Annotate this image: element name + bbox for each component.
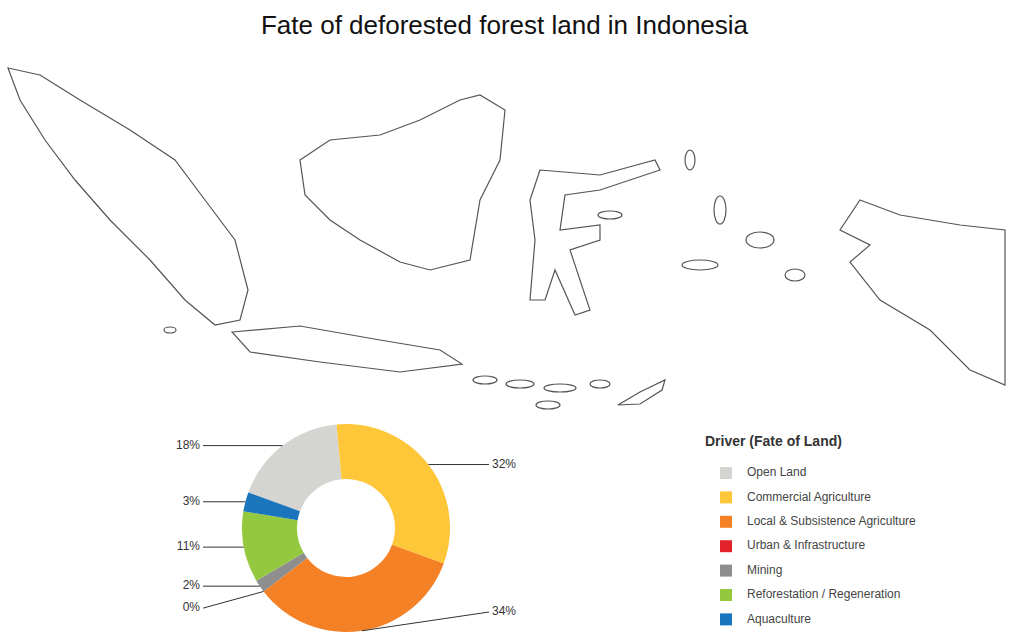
svg-text:0%: 0%: [183, 600, 201, 614]
svg-text:Aquaculture: Aquaculture: [747, 612, 811, 626]
svg-text:Open Land: Open Land: [747, 465, 806, 479]
svg-text:18%: 18%: [176, 438, 200, 452]
svg-text:Reforestation / Regeneration: Reforestation / Regeneration: [747, 587, 900, 601]
svg-text:Driver (Fate of Land): Driver (Fate of Land): [705, 433, 842, 449]
svg-text:3%: 3%: [183, 494, 201, 508]
svg-text:2%: 2%: [183, 578, 201, 592]
svg-text:Mining: Mining: [747, 563, 782, 577]
svg-text:Fate of deforested forest land: Fate of deforested forest land in Indone…: [261, 10, 749, 40]
svg-text:34%: 34%: [492, 604, 516, 618]
svg-text:Commercial Agriculture: Commercial Agriculture: [747, 490, 871, 504]
svg-text:32%: 32%: [492, 457, 516, 471]
svg-text:Local & Subsistence Agricultur: Local & Subsistence Agriculture: [747, 514, 916, 528]
svg-text:11%: 11%: [177, 539, 200, 553]
svg-text:Urban & Infrastructure: Urban & Infrastructure: [747, 538, 865, 552]
